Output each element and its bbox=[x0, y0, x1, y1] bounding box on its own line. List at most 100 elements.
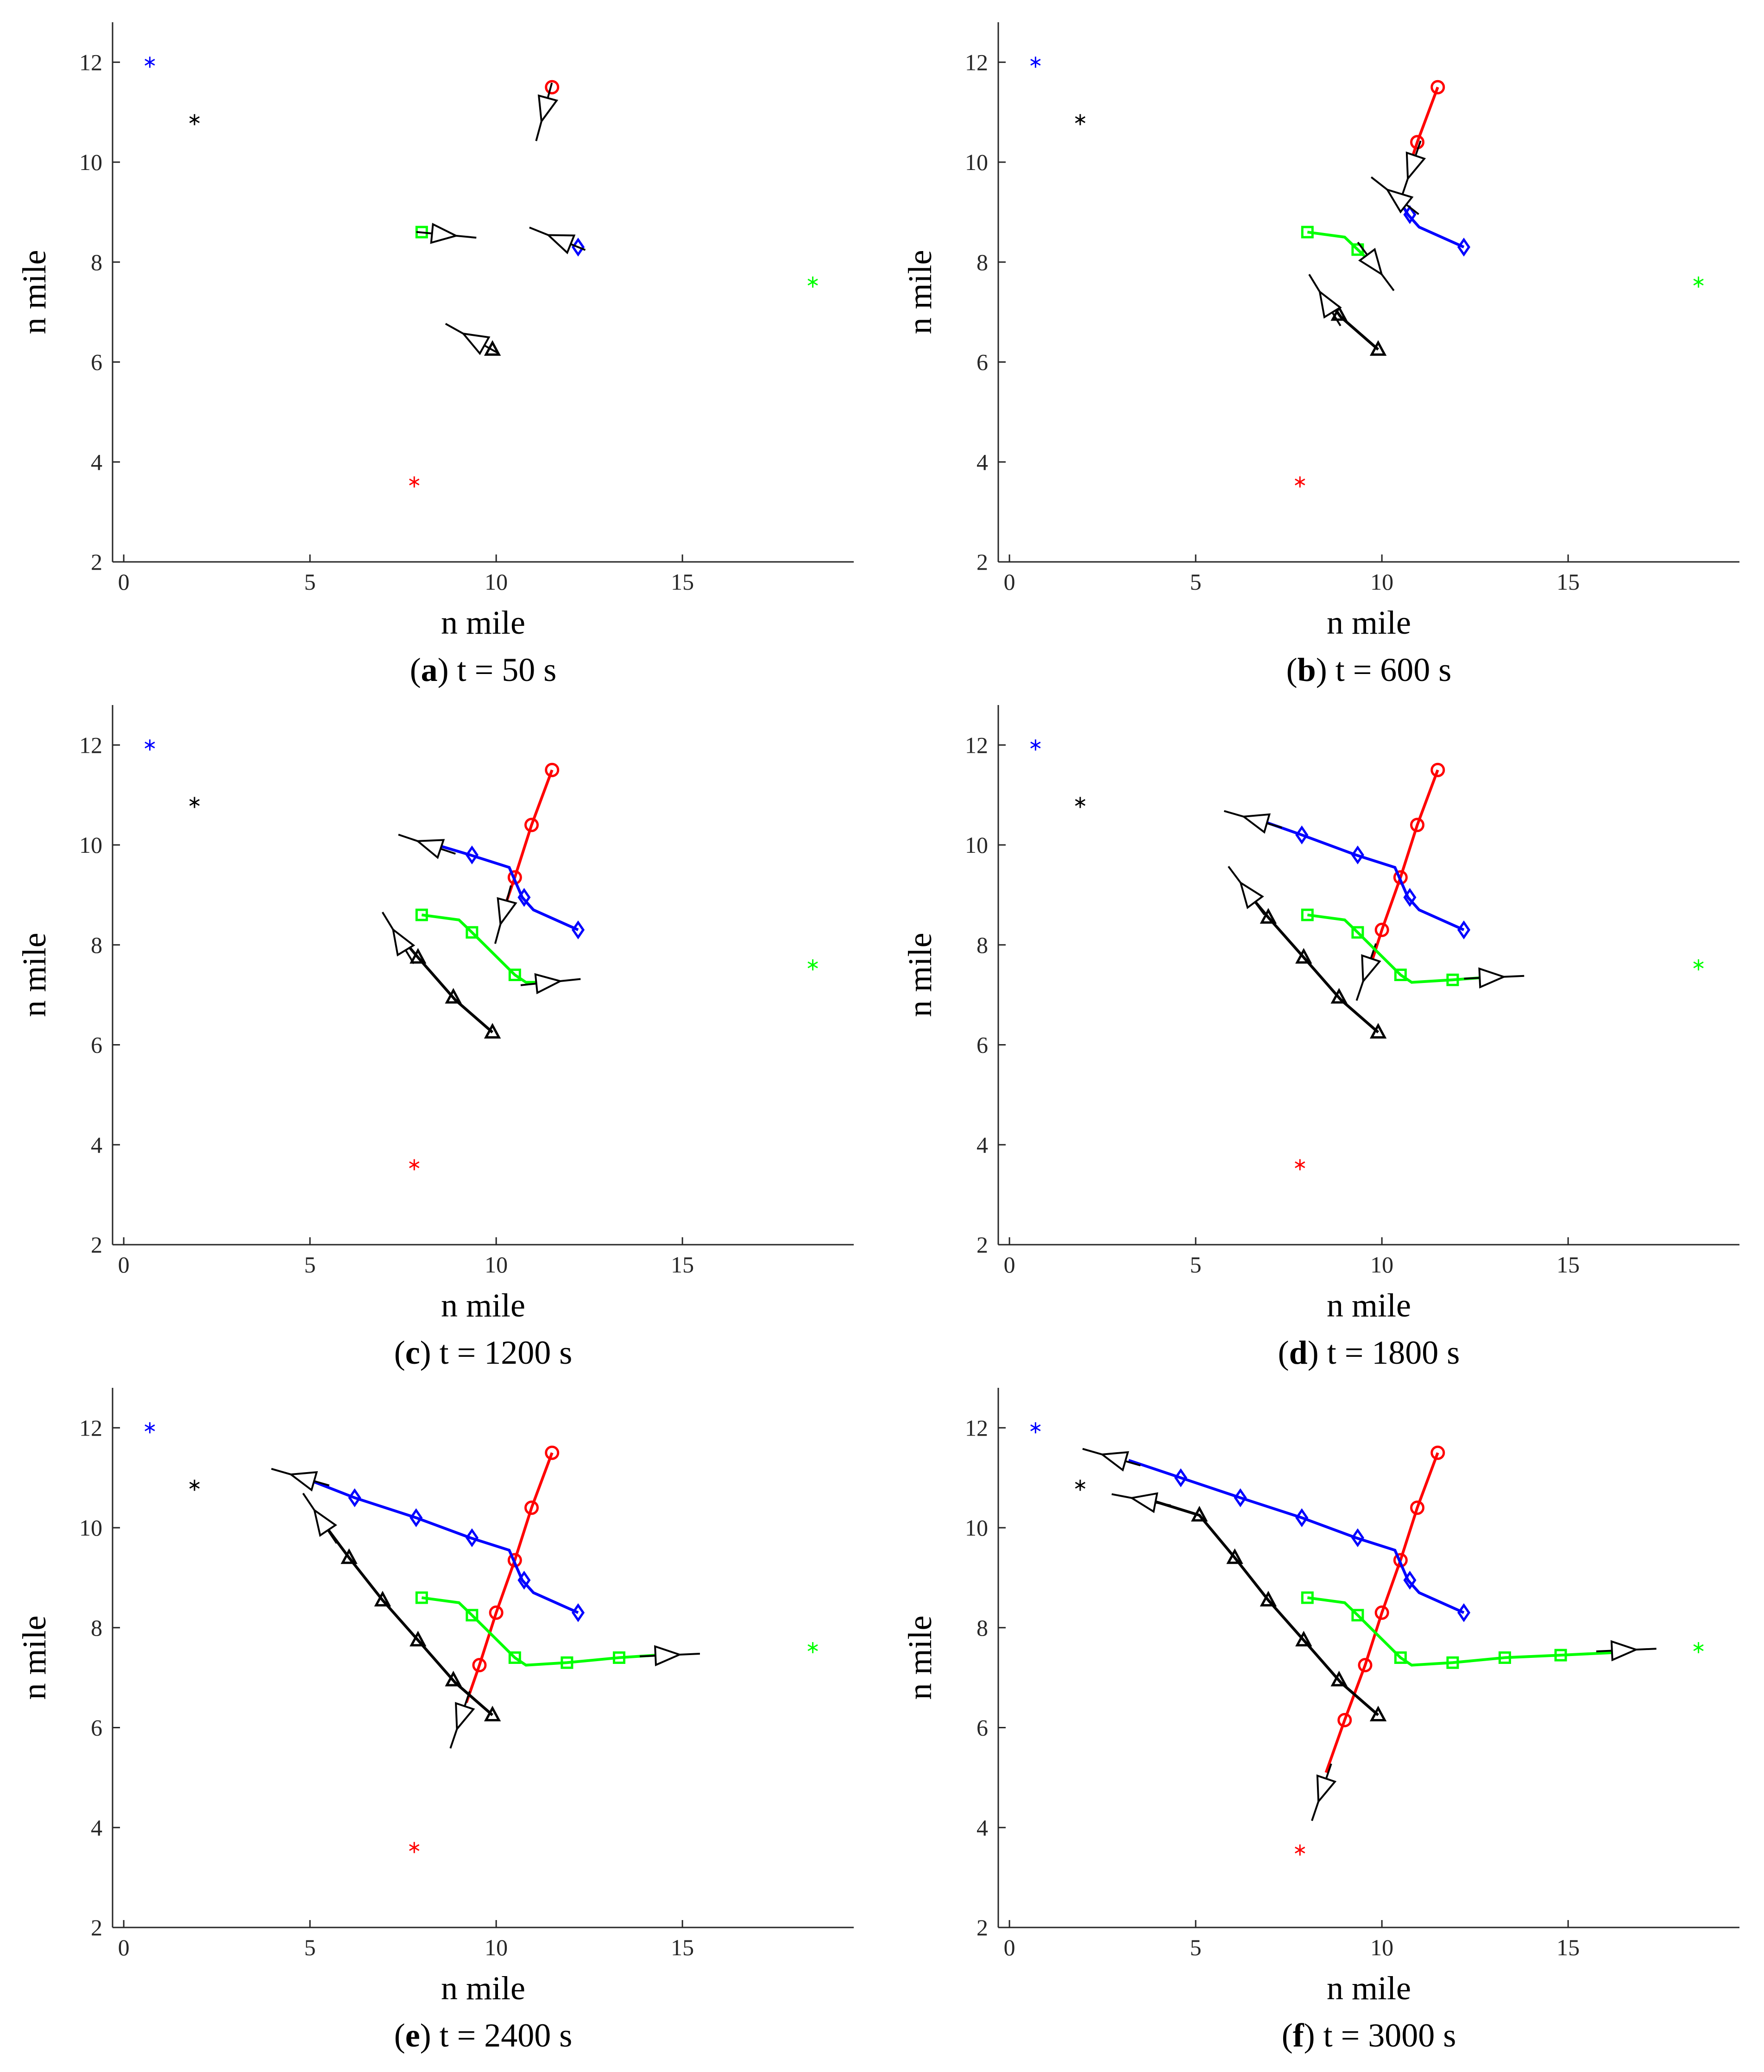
square-marker bbox=[612, 1651, 625, 1664]
target-red-marker bbox=[1295, 1844, 1305, 1856]
ship-icon bbox=[1464, 967, 1525, 989]
square-marker bbox=[1301, 908, 1314, 921]
x-axis-label: n mile bbox=[441, 1970, 525, 2007]
y-tick-label: 4 bbox=[976, 1132, 988, 1158]
y-tick-label: 12 bbox=[965, 732, 988, 758]
ship-icon bbox=[449, 1691, 475, 1749]
ship-icon bbox=[1308, 274, 1342, 327]
diamond-marker bbox=[1457, 1603, 1471, 1622]
diamond-marker bbox=[1403, 205, 1417, 224]
y-axis-label: n mile bbox=[16, 250, 53, 334]
y-tick-label: 4 bbox=[976, 449, 988, 475]
square-marker bbox=[1554, 1649, 1567, 1662]
square-marker bbox=[1394, 1651, 1407, 1664]
trajectory-triangle bbox=[327, 1529, 494, 1716]
diamond-marker bbox=[1403, 888, 1417, 907]
circle-marker bbox=[472, 1658, 487, 1673]
triangle-marker bbox=[484, 1706, 501, 1722]
x-tick-label: 5 bbox=[304, 1252, 316, 1278]
circle-marker bbox=[1410, 1500, 1425, 1515]
triangle-marker bbox=[1369, 1023, 1387, 1039]
y-tick-label: 12 bbox=[79, 49, 102, 75]
ship-icon bbox=[1311, 1763, 1337, 1821]
square-marker bbox=[415, 908, 428, 921]
y-axis-label: n mile bbox=[901, 250, 939, 334]
trajectory-square bbox=[1307, 1596, 1613, 1667]
circle-marker bbox=[1430, 1445, 1445, 1460]
target-green-marker bbox=[1693, 1642, 1704, 1653]
y-tick-label: 12 bbox=[965, 49, 988, 75]
triangle-marker bbox=[1295, 1631, 1312, 1647]
y-tick-label: 10 bbox=[965, 832, 988, 858]
target-blue-marker bbox=[145, 57, 155, 68]
y-tick-label: 8 bbox=[91, 1615, 102, 1641]
x-tick-label: 15 bbox=[671, 569, 694, 595]
triangle-marker bbox=[1369, 340, 1387, 356]
diamond-marker bbox=[410, 1508, 423, 1527]
caption-open-paren: ( bbox=[1282, 2017, 1293, 2054]
y-tick-label: 6 bbox=[91, 1032, 102, 1058]
circle-marker bbox=[1358, 1658, 1373, 1673]
caption-close-paren: ) bbox=[420, 2017, 440, 2054]
x-axis-label: n mile bbox=[441, 1287, 525, 1324]
trajectory-square bbox=[421, 1596, 657, 1667]
diamond-marker bbox=[1174, 1468, 1188, 1487]
circle-marker bbox=[1374, 1605, 1389, 1620]
ship-icon bbox=[529, 227, 586, 254]
x-tick-label: 0 bbox=[118, 1934, 130, 1960]
x-tick-label: 0 bbox=[118, 1252, 130, 1278]
trajectory-diamond bbox=[1128, 1459, 1465, 1614]
target-black-marker bbox=[1075, 797, 1086, 808]
trajectory-triangle bbox=[1250, 896, 1380, 1033]
square-marker bbox=[1301, 226, 1314, 239]
x-tick-label: 5 bbox=[1190, 1252, 1202, 1278]
panel-d: 0 5 10 15 2 4 6 8 10 12 n mile n mile (d) t = 1800 s bbox=[901, 705, 1739, 1371]
x-tick-label: 10 bbox=[485, 569, 508, 595]
caption-close-paren: ) bbox=[420, 1334, 440, 1371]
y-tick-label: 10 bbox=[79, 1515, 102, 1541]
ship-icon bbox=[1370, 176, 1419, 215]
x-axis-label: n mile bbox=[1327, 1970, 1411, 2007]
ship-icon bbox=[1082, 1448, 1141, 1472]
panel-caption: (a) t = 50 s bbox=[410, 651, 557, 688]
y-tick-label: 10 bbox=[965, 149, 988, 175]
circle-marker bbox=[545, 762, 560, 777]
x-tick-label: 5 bbox=[304, 569, 316, 595]
caption-close-paren: ) bbox=[1308, 1334, 1327, 1371]
diamond-marker bbox=[1234, 1488, 1247, 1507]
x-tick-label: 15 bbox=[671, 1934, 694, 1960]
caption-letter: b bbox=[1298, 651, 1316, 688]
caption-open-paren: ( bbox=[410, 651, 421, 688]
ship-icon bbox=[494, 885, 517, 944]
triangle-marker bbox=[1226, 1548, 1243, 1564]
x-axis-label: n mile bbox=[441, 604, 525, 641]
y-tick-label: 12 bbox=[79, 732, 102, 758]
ship-icon bbox=[1111, 1492, 1171, 1513]
caption-open-paren: ( bbox=[1278, 1334, 1289, 1371]
y-tick-label: 12 bbox=[79, 1415, 102, 1441]
circle-marker bbox=[489, 1605, 504, 1620]
y-tick-label: 4 bbox=[976, 1814, 988, 1840]
y-tick-label: 10 bbox=[79, 832, 102, 858]
x-tick-label: 10 bbox=[1370, 1934, 1393, 1960]
panel-f: 0 5 10 15 2 4 6 8 10 12 n mile n mile (f) t = 3000 s bbox=[901, 1388, 1739, 2054]
trajectory-diamond bbox=[309, 1479, 579, 1614]
caption-letter: e bbox=[405, 2017, 420, 2054]
diamond-marker bbox=[1295, 825, 1309, 844]
y-tick-label: 6 bbox=[91, 1715, 102, 1741]
diamond-marker bbox=[1457, 920, 1471, 939]
y-tick-label: 10 bbox=[965, 1515, 988, 1541]
caption-text: t = 50 s bbox=[457, 651, 557, 688]
caption-letter: a bbox=[421, 651, 438, 688]
y-tick-label: 10 bbox=[79, 149, 102, 175]
circle-marker bbox=[1430, 80, 1445, 94]
target-black-marker bbox=[1075, 1480, 1086, 1491]
y-tick-label: 8 bbox=[91, 932, 102, 958]
triangle-marker bbox=[1330, 988, 1348, 1004]
triangle-marker bbox=[410, 1631, 427, 1647]
x-tick-label: 0 bbox=[1004, 569, 1015, 595]
y-tick-label: 2 bbox=[976, 1915, 988, 1940]
ship-icon bbox=[302, 1493, 338, 1544]
trajectory-triangle bbox=[402, 939, 494, 1033]
triangle-marker bbox=[340, 1548, 358, 1564]
